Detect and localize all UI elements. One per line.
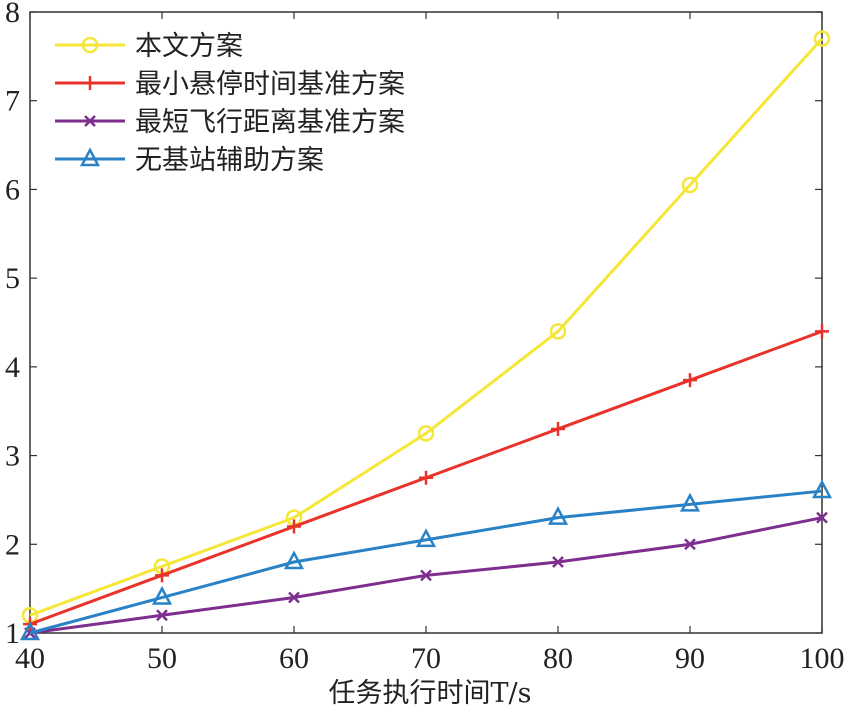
data-point	[816, 511, 828, 524]
legend-entry: 本文方案	[55, 31, 243, 62]
x-tick-label: 70	[411, 642, 441, 675]
data-point	[552, 556, 564, 568]
legend-label: 最短飞行距离基准方案	[135, 107, 405, 138]
x-tick-label: 100	[800, 642, 845, 675]
y-tick-label: 3	[5, 440, 20, 473]
y-tick-label: 6	[5, 173, 20, 206]
series-line	[29, 37, 824, 617]
data-point	[420, 569, 432, 582]
y-tick-label: 4	[5, 351, 20, 384]
y-tick-label: 7	[5, 85, 20, 118]
legend-marker	[81, 36, 99, 54]
legend-label: 本文方案	[135, 31, 243, 62]
data-point	[683, 373, 697, 388]
series-4	[19, 479, 833, 641]
data-point	[549, 323, 567, 340]
series-2	[23, 324, 829, 632]
x-tick-label: 60	[279, 642, 309, 675]
data-point	[288, 591, 300, 604]
legend-marker	[79, 147, 101, 167]
series-3	[24, 511, 828, 639]
y-tick-label: 5	[5, 262, 20, 295]
data-point	[679, 492, 701, 512]
data-point	[417, 425, 435, 442]
data-point	[156, 609, 168, 622]
data-point	[419, 470, 433, 485]
data-point	[684, 538, 696, 551]
y-tick-label: 2	[5, 528, 20, 561]
data-point	[815, 324, 829, 339]
y-tick-label: 8	[5, 0, 20, 29]
legend-entry: 最小悬停时间基准方案	[55, 69, 405, 100]
legend-entry: 无基站辅助方案	[55, 145, 324, 176]
axes: 40 50 60 70 80 90 100 1 2 3 4 5 6 7 8	[5, 0, 845, 675]
data-point	[155, 568, 169, 583]
data-point	[415, 528, 437, 548]
x-axis-label: 任务执行时间T/s	[329, 678, 532, 709]
x-tick-label: 50	[147, 642, 177, 675]
series-layer	[19, 30, 833, 641]
data-point	[283, 550, 305, 570]
x-tick-label: 80	[543, 642, 573, 675]
y-tick-label: 1	[5, 617, 20, 650]
data-point	[547, 506, 569, 525]
data-point	[19, 621, 41, 641]
data-point	[151, 585, 173, 605]
legend-entry: 最短飞行距离基准方案	[55, 107, 405, 138]
data-point	[681, 176, 699, 194]
x-tick-label: 90	[675, 642, 705, 675]
legend-label: 最小悬停时间基准方案	[135, 69, 405, 100]
legend-marker	[83, 76, 97, 90]
data-point	[287, 519, 301, 534]
series-line	[29, 489, 823, 635]
data-point	[813, 30, 831, 47]
legend-label: 无基站辅助方案	[135, 145, 324, 176]
legend-marker	[84, 115, 96, 127]
series-1	[21, 30, 831, 624]
data-point	[811, 479, 833, 499]
x-tick-label: 40	[15, 642, 45, 675]
data-point	[551, 421, 565, 436]
